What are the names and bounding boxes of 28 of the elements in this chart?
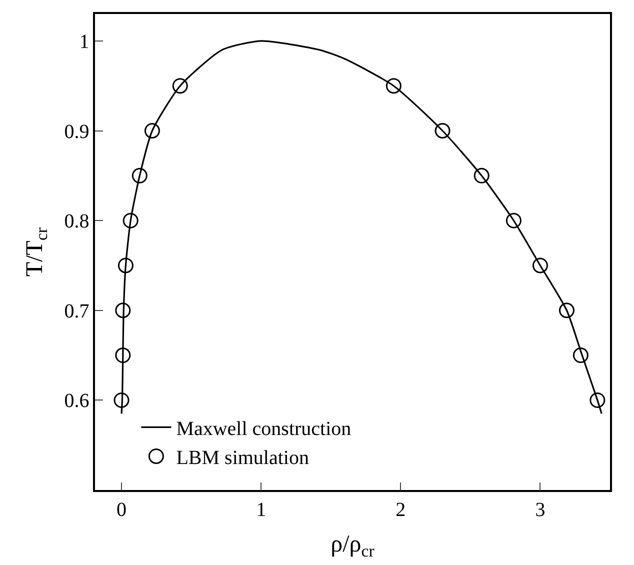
y-tick-label: 0.9 <box>64 120 90 143</box>
point <box>172 78 188 94</box>
point <box>114 392 130 408</box>
point <box>115 348 131 364</box>
point <box>386 78 402 94</box>
y-tick-label: 1 <box>79 30 90 53</box>
legend-label: LBM simulation <box>176 447 309 470</box>
point <box>532 258 548 274</box>
point <box>506 212 522 228</box>
point <box>122 212 138 228</box>
point <box>118 258 134 274</box>
x-tick-label: 1 <box>256 498 266 521</box>
point <box>144 123 160 138</box>
x-tick-label: 0 <box>116 498 127 521</box>
point <box>434 123 450 138</box>
point <box>115 302 131 318</box>
point <box>558 302 574 318</box>
y-tick-label: 0.7 <box>64 300 90 322</box>
x-tick-label: 3 <box>535 498 546 521</box>
point <box>590 392 606 408</box>
point <box>474 168 490 184</box>
legend-label: Maxwell construction <box>176 418 352 440</box>
x-tick-label: 2 <box>396 498 406 521</box>
y-tick-label: 0.8 <box>64 210 90 233</box>
point <box>572 348 588 364</box>
y-tick-label: 0.6 <box>64 390 90 412</box>
point <box>132 168 148 184</box>
x-axis-title: ρ/ρ$_{cr}$ <box>330 532 375 561</box>
